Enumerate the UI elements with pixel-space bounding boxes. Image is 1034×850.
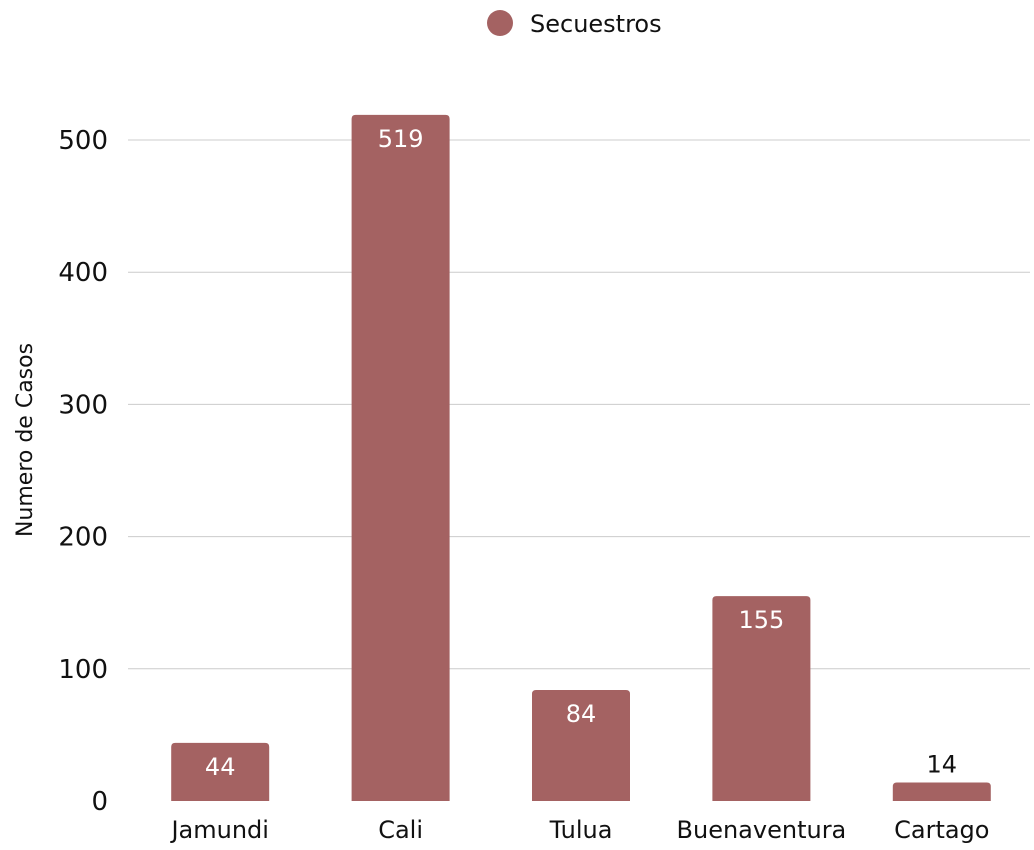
- y-tick-label: 200: [58, 523, 108, 553]
- bar-cali: [351, 114, 450, 801]
- bar-jamundi: [171, 742, 270, 801]
- y-tick-label: 300: [58, 390, 108, 420]
- data-label-tulua: 84: [566, 700, 597, 728]
- bar-tulua: [532, 689, 630, 801]
- bar-buenaventura: [712, 596, 811, 801]
- bars: [171, 114, 991, 801]
- x-tick-label: Tulua: [549, 816, 613, 844]
- y-tick-label: 0: [91, 787, 108, 817]
- legend: Secuestros: [487, 10, 662, 38]
- legend-label-secuestros: Secuestros: [530, 10, 662, 38]
- y-tick-label: 100: [58, 655, 108, 685]
- x-tick-label: Cali: [378, 816, 423, 844]
- x-axis-ticks: Jamundi Cali Tulua Buenaventura Cartago: [169, 816, 989, 844]
- data-labels: 44 519 84 155 14: [205, 125, 957, 781]
- y-tick-label: 500: [58, 126, 108, 156]
- y-axis-title: Numero de Casos: [13, 343, 38, 537]
- data-label-cali: 519: [378, 125, 424, 153]
- x-tick-label: Buenaventura: [677, 816, 847, 844]
- data-label-buenaventura: 155: [738, 606, 784, 634]
- bar-cartago: [892, 782, 991, 801]
- data-label-cartago: 14: [927, 750, 958, 778]
- gridlines: [128, 139, 1030, 670]
- legend-swatch-secuestros: [487, 10, 513, 36]
- x-tick-label: Cartago: [894, 816, 989, 844]
- data-label-jamundi: 44: [205, 753, 236, 781]
- y-tick-label: 400: [58, 258, 108, 288]
- x-tick-label: Jamundi: [169, 816, 269, 844]
- y-axis-ticks: 0 100 200 300 400 500: [58, 126, 108, 817]
